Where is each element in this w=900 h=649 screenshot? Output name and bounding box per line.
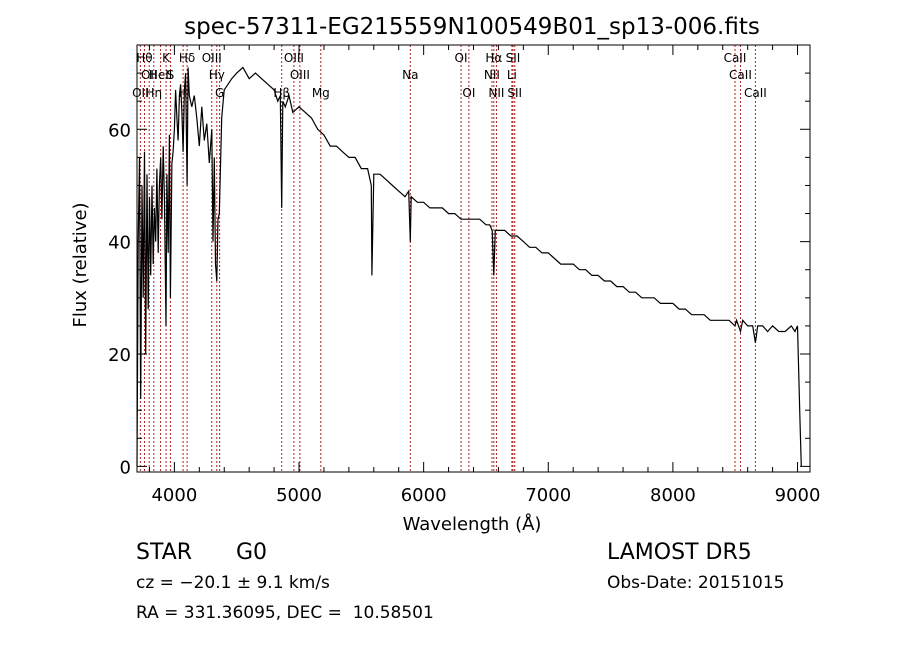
y-tick-label: 0 bbox=[120, 457, 131, 478]
line-marker-label: OIII bbox=[202, 51, 222, 65]
object-subclass: G0 bbox=[236, 540, 268, 565]
line-marker-label: K bbox=[162, 51, 171, 65]
line-marker-label: Hα bbox=[485, 51, 502, 65]
line-marker-label: Hθ bbox=[136, 51, 152, 65]
line-marker-label: G bbox=[215, 86, 224, 100]
line-marker-label: S bbox=[167, 68, 175, 82]
line-marker-label: OII bbox=[132, 86, 149, 100]
line-marker-label: OIII bbox=[290, 68, 310, 82]
y-axis-ticks: 0 20 40 60 bbox=[108, 44, 810, 478]
y-tick-label: 40 bbox=[108, 233, 131, 254]
line-marker-label: Na bbox=[402, 68, 418, 82]
line-marker-label: Hβ bbox=[273, 86, 290, 100]
y-tick-label: 20 bbox=[108, 345, 131, 366]
object-class: STAR bbox=[136, 540, 193, 565]
line-marker-label: SII bbox=[507, 86, 522, 100]
line-marker-label: OIII bbox=[284, 51, 304, 65]
line-marker-label: NII bbox=[488, 86, 504, 100]
line-markers bbox=[139, 45, 756, 472]
line-marker-label: CaII bbox=[729, 68, 752, 82]
line-marker-label: NII bbox=[484, 68, 500, 82]
line-marker-label: H bbox=[179, 86, 188, 100]
observation-date: Obs-Date: 20151015 bbox=[607, 573, 785, 593]
line-marker-label: Li bbox=[507, 68, 517, 82]
line-marker-label: CaII bbox=[724, 51, 747, 65]
y-axis-label: Flux (relative) bbox=[70, 202, 91, 327]
x-tick-label: 9000 bbox=[775, 485, 821, 506]
x-tick-label: 8000 bbox=[650, 485, 696, 506]
line-marker-label: Hδ bbox=[179, 51, 195, 65]
line-marker-label: Hη bbox=[146, 86, 163, 100]
y-tick-label: 60 bbox=[108, 120, 131, 141]
plot-frame bbox=[136, 44, 811, 473]
line-marker-label: HeII bbox=[149, 68, 172, 82]
x-axis-label: Wavelength (Å) bbox=[403, 513, 542, 535]
line-marker-label: CaII bbox=[744, 86, 767, 100]
line-marker-label: OII bbox=[141, 68, 158, 82]
line-marker-label: OI bbox=[462, 86, 475, 100]
x-axis-ticks: 4000 5000 6000 7000 8000 9000 bbox=[148, 45, 821, 506]
sky-coordinates: RA = 331.36095, DEC = 10.58501 bbox=[136, 603, 434, 623]
line-marker-label: SII bbox=[506, 51, 521, 65]
line-marker-label: Mg bbox=[312, 86, 330, 100]
redshift-cz: cz = −20.1 ± 9.1 km/s bbox=[136, 573, 330, 593]
x-tick-label: 6000 bbox=[401, 485, 447, 506]
x-tick-label: 4000 bbox=[151, 485, 197, 506]
line-marker-label: OI bbox=[455, 51, 468, 65]
line-marker-label: Hγ bbox=[209, 68, 225, 82]
spectrum-line bbox=[136, 66, 802, 467]
survey-name: LAMOST DR5 bbox=[607, 540, 752, 565]
chart-title: spec-57311-EG215559N100549B01_sp13-006.f… bbox=[184, 14, 760, 40]
x-tick-label: 5000 bbox=[276, 485, 322, 506]
x-tick-label: 7000 bbox=[525, 485, 571, 506]
